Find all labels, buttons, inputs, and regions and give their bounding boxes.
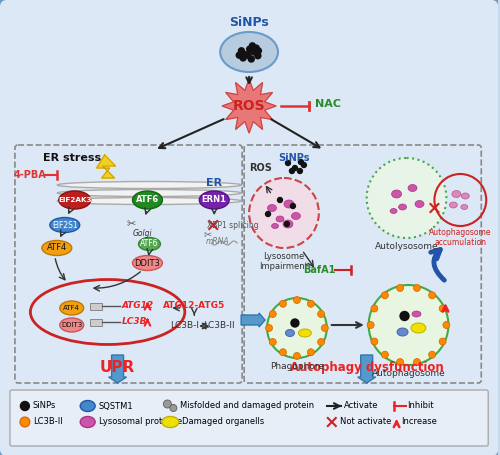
Ellipse shape bbox=[132, 256, 162, 271]
Circle shape bbox=[278, 197, 282, 202]
Circle shape bbox=[248, 56, 254, 62]
Ellipse shape bbox=[59, 191, 90, 209]
Polygon shape bbox=[222, 79, 276, 133]
Ellipse shape bbox=[220, 32, 278, 72]
Text: Misfolded and damaged protein: Misfolded and damaged protein bbox=[180, 401, 314, 410]
Circle shape bbox=[298, 160, 304, 165]
Text: Autolysosome: Autolysosome bbox=[374, 242, 438, 251]
Circle shape bbox=[245, 52, 251, 58]
Circle shape bbox=[298, 168, 302, 173]
Circle shape bbox=[294, 353, 300, 359]
Ellipse shape bbox=[415, 201, 424, 207]
Text: LC3B-II: LC3B-II bbox=[204, 322, 235, 330]
Ellipse shape bbox=[268, 204, 276, 212]
Circle shape bbox=[443, 322, 450, 329]
Text: SiNPs: SiNPs bbox=[229, 15, 269, 29]
Circle shape bbox=[318, 310, 324, 318]
Text: EIF2S1: EIF2S1 bbox=[52, 221, 78, 229]
Text: ERN1: ERN1 bbox=[202, 196, 226, 204]
Text: ATG12: ATG12 bbox=[122, 300, 154, 309]
Text: Damaged organells: Damaged organells bbox=[182, 418, 264, 426]
Circle shape bbox=[400, 312, 409, 320]
Ellipse shape bbox=[80, 400, 95, 411]
Text: EIF2AK3: EIF2AK3 bbox=[58, 197, 92, 203]
Text: NAC: NAC bbox=[315, 99, 341, 109]
Ellipse shape bbox=[60, 301, 84, 315]
Circle shape bbox=[371, 305, 378, 312]
Text: ATG12-ATG5: ATG12-ATG5 bbox=[163, 300, 226, 309]
Ellipse shape bbox=[283, 220, 293, 228]
Ellipse shape bbox=[411, 323, 426, 333]
Text: ER: ER bbox=[206, 178, 222, 188]
Ellipse shape bbox=[412, 311, 421, 317]
Ellipse shape bbox=[58, 197, 242, 204]
Text: Phagophore: Phagophore bbox=[270, 362, 324, 371]
Text: 4-PBA: 4-PBA bbox=[14, 170, 46, 180]
Ellipse shape bbox=[450, 202, 458, 208]
Circle shape bbox=[249, 178, 319, 248]
Text: Lysosomal protease: Lysosomal protease bbox=[98, 418, 182, 426]
Text: mRNA: mRNA bbox=[206, 237, 229, 246]
Circle shape bbox=[255, 53, 261, 59]
Text: ATF6: ATF6 bbox=[140, 239, 158, 248]
Text: ATF4: ATF4 bbox=[46, 243, 67, 253]
Circle shape bbox=[286, 161, 290, 166]
Ellipse shape bbox=[286, 329, 294, 337]
Ellipse shape bbox=[138, 238, 160, 251]
Circle shape bbox=[164, 400, 172, 408]
Ellipse shape bbox=[60, 318, 84, 332]
Text: XBP1 splicing: XBP1 splicing bbox=[208, 221, 259, 229]
Text: Autophagosome
accumulation: Autophagosome accumulation bbox=[429, 228, 492, 248]
Text: ROS: ROS bbox=[250, 163, 272, 173]
Text: SiNPs: SiNPs bbox=[33, 401, 56, 410]
Text: LC3B-I: LC3B-I bbox=[170, 322, 199, 330]
Circle shape bbox=[367, 322, 374, 329]
Ellipse shape bbox=[398, 204, 406, 210]
Circle shape bbox=[270, 310, 276, 318]
Text: Autophagy dysfunction: Autophagy dysfunction bbox=[290, 362, 444, 374]
Text: Increase: Increase bbox=[402, 418, 438, 426]
Ellipse shape bbox=[408, 184, 417, 192]
Ellipse shape bbox=[58, 189, 242, 197]
Circle shape bbox=[240, 55, 246, 61]
Text: ATF4: ATF4 bbox=[64, 305, 80, 311]
Circle shape bbox=[368, 285, 448, 365]
Ellipse shape bbox=[462, 193, 469, 199]
Ellipse shape bbox=[298, 329, 312, 337]
Circle shape bbox=[256, 48, 262, 54]
Text: Golgi: Golgi bbox=[132, 229, 152, 238]
Circle shape bbox=[371, 338, 378, 345]
Text: Autophagosome: Autophagosome bbox=[372, 369, 446, 378]
Ellipse shape bbox=[42, 241, 72, 256]
Circle shape bbox=[280, 349, 286, 356]
Text: Not activate: Not activate bbox=[340, 418, 391, 426]
Circle shape bbox=[382, 292, 388, 299]
Ellipse shape bbox=[272, 223, 278, 228]
Ellipse shape bbox=[162, 416, 179, 428]
Text: DDIT3: DDIT3 bbox=[61, 322, 82, 328]
Text: Inhibit: Inhibit bbox=[408, 401, 434, 410]
Ellipse shape bbox=[200, 191, 229, 209]
Circle shape bbox=[396, 359, 404, 365]
Circle shape bbox=[253, 45, 259, 51]
Circle shape bbox=[242, 52, 248, 58]
Circle shape bbox=[428, 292, 436, 299]
Ellipse shape bbox=[397, 328, 408, 336]
Circle shape bbox=[308, 300, 314, 307]
Text: UPR: UPR bbox=[100, 360, 135, 375]
Circle shape bbox=[428, 351, 436, 358]
Ellipse shape bbox=[132, 191, 162, 209]
Circle shape bbox=[266, 324, 272, 332]
Circle shape bbox=[439, 305, 446, 312]
Circle shape bbox=[270, 339, 276, 345]
Circle shape bbox=[20, 417, 30, 427]
FancyArrow shape bbox=[108, 355, 126, 383]
Circle shape bbox=[414, 359, 420, 365]
Circle shape bbox=[290, 203, 296, 208]
Ellipse shape bbox=[276, 216, 284, 222]
Circle shape bbox=[439, 338, 446, 345]
FancyBboxPatch shape bbox=[10, 390, 488, 446]
Text: ATF6: ATF6 bbox=[136, 196, 159, 204]
Circle shape bbox=[246, 46, 252, 52]
